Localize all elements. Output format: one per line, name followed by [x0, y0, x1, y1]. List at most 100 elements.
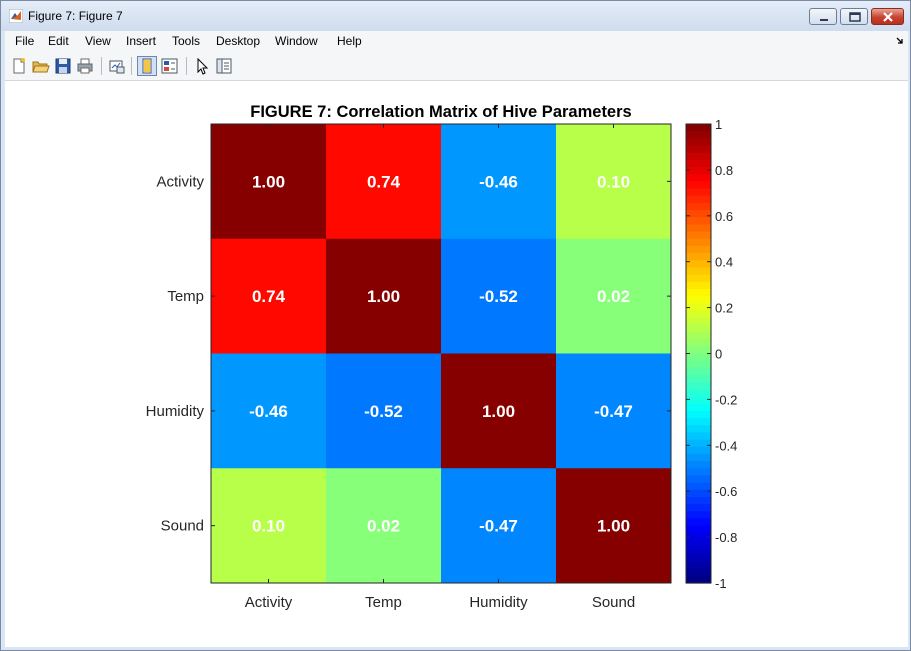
colorbar-tick-label: 0 [715, 347, 722, 362]
colorbar-segment [686, 482, 711, 491]
colorbar-segment [686, 568, 711, 577]
maximize-icon [849, 12, 861, 22]
colorbar-segment [686, 202, 711, 211]
colorbar-segment [686, 224, 711, 233]
cell-value-label: 0.02 [367, 517, 400, 536]
colorbar-segment [686, 231, 711, 240]
matlab-logo-icon [9, 9, 23, 23]
cell-value-label: 0.10 [252, 517, 285, 536]
cell-value-label: 0.02 [597, 287, 630, 306]
chart-title: FIGURE 7: Correlation Matrix of Hive Par… [250, 103, 631, 121]
cell-value-label: -0.47 [479, 517, 518, 536]
print-button[interactable] [75, 56, 95, 76]
colorbar-segment [686, 124, 711, 132]
colorbar-segment [686, 518, 711, 527]
colorbar-tick-label: 0.4 [715, 255, 733, 270]
maximize-button[interactable] [840, 8, 868, 25]
colorbar-segment [686, 188, 711, 197]
colorbar-segment [686, 375, 711, 383]
colorbar-segment [686, 453, 711, 462]
colorbar-segment [686, 217, 711, 226]
colorbar-segment [686, 489, 711, 498]
colorbar-tick-label: -0.2 [715, 392, 737, 407]
figure-toolbar [5, 52, 908, 81]
heatmap-cell[interactable] [441, 468, 557, 584]
colorbar-segment [686, 475, 711, 484]
y-tick-label: Sound [161, 518, 204, 535]
save-button[interactable] [53, 56, 73, 76]
menu-view[interactable]: View [85, 34, 111, 48]
colorbar-segment [686, 396, 711, 405]
colorbar-tick-label: 0.8 [715, 163, 733, 178]
colorbar-tick-label: 0.2 [715, 301, 733, 316]
title-bar[interactable]: Figure 7: Figure 7 [1, 1, 910, 31]
colorbar-segment [686, 131, 711, 139]
colorbar-segment [686, 382, 711, 390]
heatmap-cell[interactable] [326, 238, 442, 354]
link-plot-button[interactable] [107, 56, 127, 76]
heatmap-cell[interactable] [211, 353, 327, 469]
colorbar-segment [686, 281, 711, 290]
property-inspector-button[interactable] [214, 56, 234, 76]
colorbar-segment [686, 296, 711, 304]
heatmap-cell[interactable] [326, 353, 442, 469]
cell-value-label: -0.52 [479, 287, 518, 306]
menu-desktop[interactable]: Desktop [216, 34, 261, 48]
heatmap-cell[interactable] [556, 124, 672, 240]
heatmap-cell[interactable] [441, 353, 557, 469]
open-file-button[interactable] [31, 56, 51, 76]
colorbar-segment [686, 504, 711, 512]
colorbar-segment [686, 260, 711, 269]
cell-value-label: -0.46 [479, 172, 518, 191]
colorbar-segment [686, 496, 711, 505]
colorbar-tick-label: -0.4 [715, 438, 737, 453]
new-figure-icon [13, 58, 25, 74]
minimize-button[interactable] [809, 8, 837, 25]
colorbar-segment [686, 210, 711, 218]
cell-value-label: 1.00 [367, 287, 400, 306]
close-button[interactable] [871, 8, 904, 25]
new-figure-button[interactable] [9, 56, 29, 76]
menu-help[interactable]: Help [337, 34, 362, 48]
heatmap-cell[interactable] [326, 124, 442, 240]
axes-box [210, 123, 672, 584]
colorbar-segment [686, 288, 711, 297]
cell-value-label: -0.46 [249, 402, 288, 421]
heatmap-cell[interactable] [211, 238, 327, 354]
colorbar-segment [686, 547, 711, 555]
colorbar-segment [686, 238, 711, 247]
correlation-heatmap-plot[interactable]: FIGURE 7: Correlation Matrix of Hive Par… [5, 81, 908, 647]
edit-plot-icon [197, 57, 209, 75]
x-tick-label: Sound [592, 594, 635, 611]
hide-plot-tools-icon [142, 58, 152, 74]
heatmap-cell[interactable] [556, 468, 672, 584]
menu-tools[interactable]: Tools [172, 34, 201, 48]
menu-window[interactable]: Window [275, 34, 318, 48]
heatmap-cell[interactable] [326, 468, 442, 584]
dock-arrow-icon[interactable] [895, 36, 905, 46]
y-tick-label: Temp [167, 288, 204, 305]
colorbar-tick-label: 0.6 [715, 209, 733, 224]
heatmap-cell[interactable] [211, 468, 327, 584]
colorbar-tick-label: -1 [715, 576, 727, 591]
heatmap-cell[interactable] [441, 238, 557, 354]
print-icon [77, 58, 93, 74]
colorbar-segment [686, 575, 711, 584]
heatmap-cell[interactable] [556, 353, 672, 469]
colorbar-segment [686, 389, 711, 398]
toolbar-separator [186, 57, 187, 75]
colorbar-segment [686, 367, 711, 376]
heatmap-cell[interactable] [556, 238, 672, 354]
menu-edit[interactable]: Edit [48, 34, 69, 48]
hide-plot-tools-button[interactable] [137, 56, 157, 76]
colorbar-segment [686, 339, 711, 347]
heatmap-cell[interactable] [211, 124, 327, 240]
colorbar-segment [686, 195, 711, 204]
menu-insert[interactable]: Insert [126, 34, 157, 48]
show-plot-tools-button[interactable] [160, 56, 180, 76]
colorbar-segment [686, 539, 711, 548]
menu-file[interactable]: File [15, 34, 35, 48]
edit-plot-button[interactable] [192, 56, 212, 76]
heatmap-cell[interactable] [441, 124, 557, 240]
x-tick-label: Temp [365, 594, 402, 611]
